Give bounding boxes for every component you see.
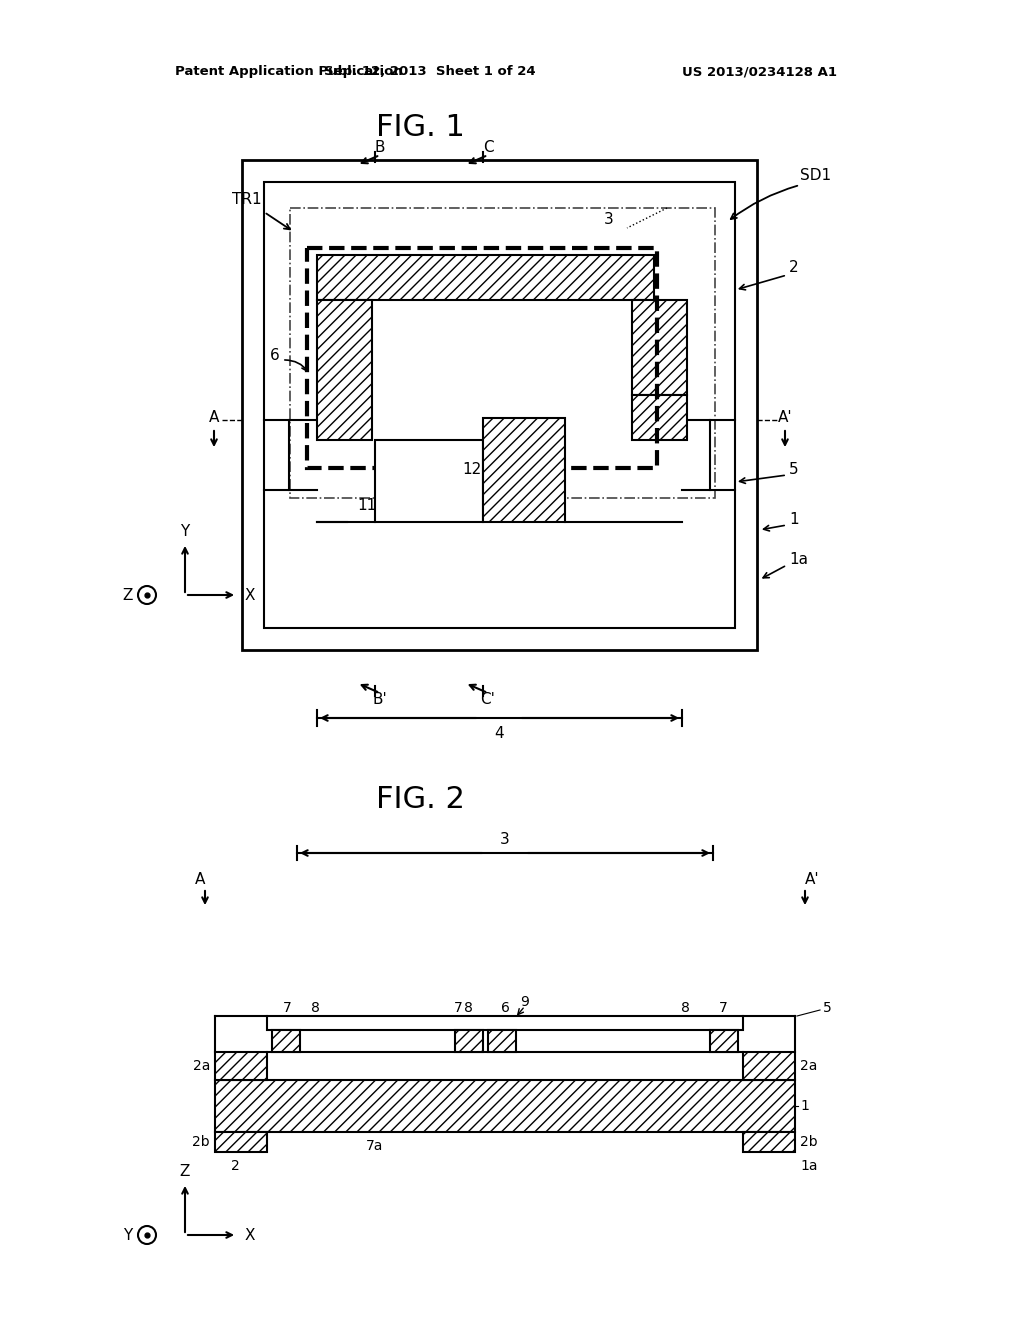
- Text: 6: 6: [270, 347, 280, 363]
- Bar: [710, 1030, 738, 1052]
- Text: TR1: TR1: [232, 193, 261, 207]
- Bar: [483, 418, 565, 521]
- Bar: [307, 248, 657, 469]
- Text: Y: Y: [180, 524, 189, 540]
- Text: 7: 7: [719, 1001, 727, 1015]
- Bar: [242, 160, 757, 649]
- Text: 12: 12: [463, 462, 481, 478]
- Bar: [267, 1016, 743, 1030]
- Text: 7a: 7a: [367, 1139, 384, 1152]
- Text: 2: 2: [790, 260, 799, 276]
- Bar: [743, 1133, 795, 1152]
- Bar: [632, 300, 687, 395]
- Text: 2: 2: [230, 1159, 240, 1173]
- Text: 1: 1: [800, 1100, 809, 1113]
- Text: Patent Application Publication: Patent Application Publication: [175, 66, 402, 78]
- Text: 1a: 1a: [790, 553, 808, 568]
- Text: 1a: 1a: [800, 1159, 817, 1173]
- Text: 3: 3: [604, 213, 613, 227]
- Text: 7: 7: [283, 1001, 292, 1015]
- Bar: [215, 1080, 795, 1133]
- Text: FIG. 1: FIG. 1: [376, 114, 465, 143]
- Bar: [488, 1030, 516, 1052]
- Text: Y: Y: [123, 1228, 133, 1242]
- Text: C': C': [480, 693, 496, 708]
- Text: 2a: 2a: [800, 1059, 817, 1073]
- Bar: [215, 1133, 267, 1152]
- Text: C: C: [482, 140, 494, 156]
- Text: A: A: [195, 873, 205, 887]
- Bar: [272, 1030, 300, 1052]
- Text: FIG. 2: FIG. 2: [376, 785, 465, 814]
- Bar: [317, 255, 654, 300]
- Text: 6: 6: [501, 1001, 509, 1015]
- Text: 5: 5: [823, 1001, 831, 1015]
- Bar: [455, 1030, 483, 1052]
- Text: X: X: [245, 1228, 255, 1242]
- Text: A': A': [805, 873, 819, 887]
- Text: 8: 8: [310, 1001, 319, 1015]
- Text: 8: 8: [681, 1001, 689, 1015]
- Text: 5: 5: [790, 462, 799, 478]
- Text: 2a: 2a: [193, 1059, 210, 1073]
- Text: 1: 1: [790, 512, 799, 528]
- Text: B: B: [375, 140, 385, 156]
- Text: 4: 4: [495, 726, 504, 742]
- Text: B': B': [373, 693, 387, 708]
- Bar: [317, 300, 372, 440]
- Text: 2b: 2b: [193, 1135, 210, 1148]
- Text: A': A': [777, 411, 793, 425]
- Text: A: A: [209, 411, 219, 425]
- Text: US 2013/0234128 A1: US 2013/0234128 A1: [683, 66, 838, 78]
- Bar: [375, 440, 483, 521]
- Text: 2b: 2b: [800, 1135, 817, 1148]
- Bar: [215, 1052, 267, 1080]
- Text: Z: Z: [123, 587, 133, 602]
- Bar: [290, 209, 715, 498]
- Text: 11: 11: [357, 498, 377, 512]
- Text: 7: 7: [454, 1001, 463, 1015]
- Bar: [632, 395, 687, 440]
- Text: X: X: [245, 587, 255, 602]
- Bar: [264, 182, 735, 628]
- Text: Sep. 12, 2013  Sheet 1 of 24: Sep. 12, 2013 Sheet 1 of 24: [325, 66, 536, 78]
- Text: 9: 9: [520, 995, 529, 1008]
- Text: SD1: SD1: [800, 168, 831, 182]
- Text: 8: 8: [464, 1001, 472, 1015]
- Text: 3: 3: [500, 832, 510, 846]
- Text: Z: Z: [180, 1164, 190, 1180]
- Bar: [743, 1052, 795, 1080]
